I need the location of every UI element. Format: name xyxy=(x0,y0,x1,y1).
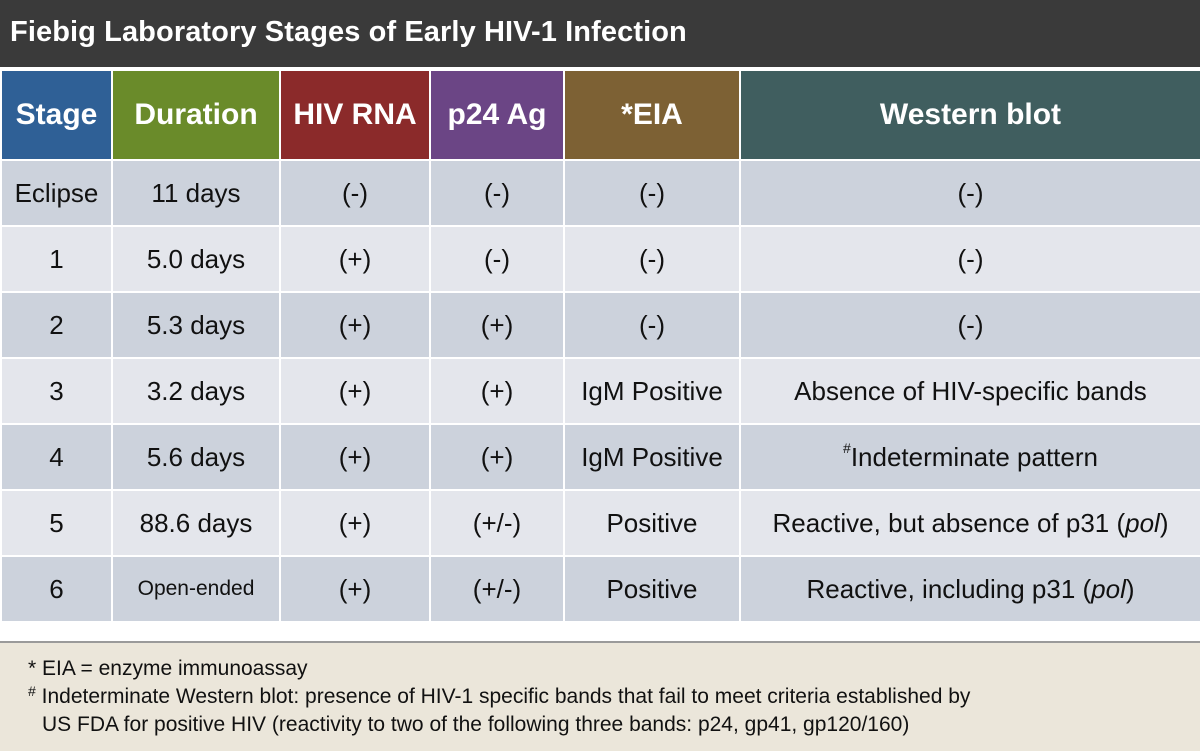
table-row: 6 Open-ended (+) (+/-) Positive Reactive… xyxy=(0,555,1200,623)
footnote-text: Indeterminate Western blot: presence of … xyxy=(35,685,971,708)
cell-p24: (+/-) xyxy=(429,489,565,557)
cell-stage: 5 xyxy=(0,489,113,557)
cell-eia: IgM Positive xyxy=(563,423,741,491)
cell-western-blot: Reactive, but absence of p31 (pol) xyxy=(739,489,1200,557)
cell-duration: Open-ended xyxy=(111,555,281,623)
fiebig-stages-table: Stage Duration HIV RNA p24 Ag *EIA Weste… xyxy=(0,69,1200,623)
cell-hiv-rna: (+) xyxy=(279,555,431,623)
cell-duration: 5.6 days xyxy=(111,423,281,491)
cell-western-blot: #Indeterminate pattern xyxy=(739,423,1200,491)
table-row: 1 5.0 days (+) (-) (-) (-) xyxy=(0,225,1200,293)
cell-duration: 11 days xyxy=(111,159,281,227)
cell-eia: (-) xyxy=(563,225,741,293)
cell-hiv-rna: (+) xyxy=(279,489,431,557)
table-row: 4 5.6 days (+) (+) IgM Positive #Indeter… xyxy=(0,423,1200,491)
cell-western-blot: Absence of HIV-specific bands xyxy=(739,357,1200,425)
footnote-mark: # xyxy=(843,439,851,456)
western-blot-text: Reactive, but absence of p31 ( xyxy=(772,507,1126,538)
cell-duration: 88.6 days xyxy=(111,489,281,557)
western-blot-text: Indeterminate pattern xyxy=(850,441,1098,472)
cell-stage: 4 xyxy=(0,423,113,491)
cell-eia: (-) xyxy=(563,159,741,227)
cell-western-blot: (-) xyxy=(739,159,1200,227)
cell-p24: (-) xyxy=(429,225,565,293)
cell-stage: 6 xyxy=(0,555,113,623)
western-blot-italic: pol xyxy=(1091,573,1126,604)
cell-duration: 3.2 days xyxy=(111,357,281,425)
cell-p24: (+) xyxy=(429,357,565,425)
table-row: 3 3.2 days (+) (+) IgM Positive Absence … xyxy=(0,357,1200,425)
table-row: 2 5.3 days (+) (+) (-) (-) xyxy=(0,291,1200,359)
cell-hiv-rna: (-) xyxy=(279,159,431,227)
header-hiv-rna: HIV RNA xyxy=(279,69,431,161)
western-blot-text: Reactive, including p31 ( xyxy=(806,573,1092,604)
cell-hiv-rna: (+) xyxy=(279,291,431,359)
cell-duration: 5.3 days xyxy=(111,291,281,359)
footnote-eia: * EIA = enzyme immunoassay xyxy=(28,657,308,680)
page-title: Fiebig Laboratory Stages of Early HIV-1 … xyxy=(10,16,687,48)
cell-western-blot: (-) xyxy=(739,291,1200,359)
cell-western-blot: Reactive, including p31 (pol) xyxy=(739,555,1200,623)
western-blot-close: ) xyxy=(1159,507,1169,538)
table-row: Eclipse 11 days (-) (-) (-) (-) xyxy=(0,159,1200,227)
footnote-mark: # xyxy=(28,683,36,699)
western-blot-italic: pol xyxy=(1125,507,1160,538)
header-stage: Stage xyxy=(0,69,113,161)
cell-stage: 2 xyxy=(0,291,113,359)
cell-stage: 1 xyxy=(0,225,113,293)
cell-stage: Eclipse xyxy=(0,159,113,227)
cell-p24: (+/-) xyxy=(429,555,565,623)
cell-p24: (-) xyxy=(429,159,565,227)
footnotes: * EIA = enzyme immunoassay # Indetermina… xyxy=(0,641,1200,751)
cell-eia: Positive xyxy=(563,555,741,623)
header-row: Stage Duration HIV RNA p24 Ag *EIA Weste… xyxy=(0,69,1200,161)
table-row: 5 88.6 days (+) (+/-) Positive Reactive,… xyxy=(0,489,1200,557)
cell-duration: 5.0 days xyxy=(111,225,281,293)
cell-hiv-rna: (+) xyxy=(279,357,431,425)
header-p24-ag: p24 Ag xyxy=(429,69,565,161)
header-western-blot: Western blot xyxy=(739,69,1200,161)
cell-eia: IgM Positive xyxy=(563,357,741,425)
cell-hiv-rna: (+) xyxy=(279,423,431,491)
cell-hiv-rna: (+) xyxy=(279,225,431,293)
cell-p24: (+) xyxy=(429,423,565,491)
cell-eia: (-) xyxy=(563,291,741,359)
title-bar: Fiebig Laboratory Stages of Early HIV-1 … xyxy=(0,0,1200,69)
footnote-western-blot-line1: # Indeterminate Western blot: presence o… xyxy=(28,683,971,709)
header-eia: *EIA xyxy=(563,69,741,161)
cell-western-blot: (-) xyxy=(739,225,1200,293)
cell-stage: 3 xyxy=(0,357,113,425)
cell-eia: Positive xyxy=(563,489,741,557)
western-blot-close: ) xyxy=(1125,573,1135,604)
header-duration: Duration xyxy=(111,69,281,161)
cell-p24: (+) xyxy=(429,291,565,359)
footnote-western-blot-line2: US FDA for positive HIV (reactivity to t… xyxy=(42,713,910,736)
